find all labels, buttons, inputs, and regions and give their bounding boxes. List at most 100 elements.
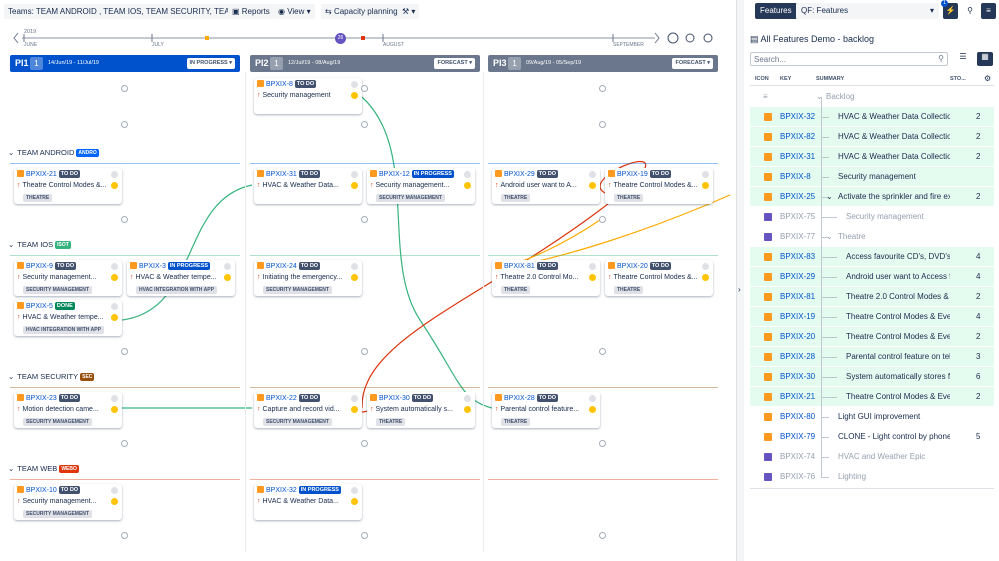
backlog-row[interactable]: BPXIX-25 ⌄ Activate the sprinkler and fire… [750,187,994,207]
backlog-row[interactable]: BPXIX-20 Theatre Control Modes & Events 2 [750,327,994,347]
pi-status[interactable]: FORECAST ▾ [434,58,475,69]
feature-card[interactable]: BPXIX-10 TO DO ↑ Security management... SECU… [14,484,122,520]
issue-key[interactable]: BPXIX-9 [26,263,53,270]
menu[interactable]: ≡ [981,3,996,19]
backlog-row[interactable]: BPXIX-75 Security management [750,207,994,227]
feature-card[interactable]: BPXIX-30 TO DO ↑ System automatically s... T… [367,392,475,428]
splitter[interactable]: › [736,0,744,561]
feature-card[interactable]: BPXIX-9 TO DO ↑ Security management... SECUR… [14,260,122,296]
pi-status[interactable]: IN PROGRESS ▾ [186,58,235,69]
reports-button[interactable]: ▣ Reports [228,4,274,19]
feature-card[interactable]: BPXIX-3 IN PROGRESS ↑ HVAC & Weather tempe.… [127,260,235,296]
feature-card[interactable]: BPXIX-24 TO DO ↑ Initiating the emergency..… [254,260,362,296]
issue-key[interactable]: BPXIX-32 [266,487,297,494]
feature-card[interactable]: BPXIX-81 TO DO ↑ Theatre 2.0 Control Mo... T… [492,260,600,296]
team-header[interactable]: ⌄ TEAM SECURITY SEC [8,372,95,381]
backlog-row[interactable]: BPXIX-81 Theatre 2.0 Control Modes & Eve 2 [750,287,994,307]
add-button[interactable] [121,348,128,355]
add-button[interactable] [121,440,128,447]
add-button[interactable] [121,216,128,223]
add-button[interactable] [361,85,368,92]
feature-card[interactable]: BPXIX-5 DONE ↑ HVAC & Weather tempe... HVAC … [14,300,122,336]
issue-icon [764,253,772,261]
backlog-row[interactable]: BPXIX-77 ⌄ Theatre [750,227,994,247]
add-button[interactable] [599,216,606,223]
notifications[interactable]: ⚡ [943,3,958,19]
issue-key[interactable]: BPXIX-81 [504,263,535,270]
backlog-row[interactable]: BPXIX-30 System automatically stores favo… [750,367,994,387]
issue-key[interactable]: BPXIX-12 [379,171,410,178]
issue-key[interactable]: BPXIX-29 [504,171,535,178]
view-button[interactable]: ◉ View ▾ [274,4,315,19]
backlog-row[interactable]: BPXIX-80 Light GUI improvement [750,407,994,427]
feature-card[interactable]: BPXIX-21 TO DO ↑ Theatre Control Modes &...… [14,168,122,204]
add-button[interactable] [121,532,128,539]
search-input[interactable]: Search... ⚲ [750,52,948,66]
add-button[interactable] [599,348,606,355]
add-button[interactable] [361,532,368,539]
feature-card[interactable]: BPXIX-19 TO DO ↑ Theatre Control Modes &...… [605,168,713,204]
zoom-in[interactable] [703,33,713,43]
backlog-row[interactable]: BPXIX-31 HVAC & Weather Data Collection f… [750,147,994,167]
team-header[interactable]: ⌄ TEAM WEB WEBO [8,464,79,473]
backlog-row[interactable]: BPXIX-74 HVAC and Weather Epic [750,447,994,467]
add-button[interactable] [599,85,606,92]
feature-card[interactable]: BPXIX-22 TO DO ↑ Capture and record vid... S… [254,392,362,428]
backlog-row[interactable]: BPXIX-32 HVAC & Weather Data Collection f… [750,107,994,127]
issue-key[interactable]: BPXIX-8 [266,81,293,88]
feature-card[interactable]: BPXIX-31 TO DO ↑ HVAC & Weather Data... [254,168,362,204]
add-button[interactable] [361,440,368,447]
add-button[interactable] [599,440,606,447]
issue-key[interactable]: BPXIX-19 [617,171,648,178]
issue-key[interactable]: BPXIX-5 [26,303,53,310]
issue-key[interactable]: BPXIX-30 [379,395,410,402]
issue-key[interactable]: BPXIX-31 [266,171,297,178]
feature-card[interactable]: BPXIX-8 TO DO ↑ Security management [254,78,362,114]
zoom-out[interactable] [685,33,695,43]
timeline-nav[interactable] [13,32,660,44]
zoom-reset[interactable] [667,32,679,44]
add-button[interactable] [121,85,128,92]
feature-card[interactable]: BPXIX-12 IN PROGRESS ↑ Security management.… [367,168,475,204]
backlog-row[interactable]: BPXIX-83 Access favourite CD's, DVD's fro… [750,247,994,267]
issue-key[interactable]: BPXIX-20 [617,263,648,270]
feature-card[interactable]: BPXIX-28 TO DO ↑ Parental control feature..… [492,392,600,428]
issue-key[interactable]: BPXIX-22 [266,395,297,402]
team-header[interactable]: ⌄ TEAM IOS ISOT [8,240,71,249]
backlog-row[interactable]: BPXIX-76 Lighting [750,467,994,487]
issue-key[interactable]: BPXIX-3 [139,263,166,270]
feature-card[interactable]: BPXIX-29 TO DO ↑ Android user want to A... T… [492,168,600,204]
assignee-avatar [223,262,232,271]
issue-key[interactable]: BPXIX-23 [26,395,57,402]
features-tab[interactable]: Features [755,3,797,19]
backlog-row[interactable]: BPXIX-82 HVAC & Weather Data Collection f… [750,127,994,147]
issue-key[interactable]: BPXIX-28 [504,395,535,402]
list-view[interactable]: ☰ [959,52,967,61]
team-header[interactable]: ⌄ TEAM ANDROID ANDRO [8,148,99,157]
issue-key[interactable]: BPXIX-10 [26,487,57,494]
backlog-row[interactable]: BPXIX-8 Security management [750,167,994,187]
filter-select[interactable]: QF: Features ▾ [796,3,939,19]
pi-status[interactable]: FORECAST ▾ [672,58,713,69]
issue-key[interactable]: BPXIX-21 [26,171,57,178]
add-button[interactable] [599,121,606,128]
backlog-row[interactable]: BPXIX-29 Android user want to Access fav 4 [750,267,994,287]
add-button[interactable] [361,216,368,223]
issue-key[interactable]: BPXIX-24 [266,263,297,270]
backlog-row[interactable]: BPXIX-21 Theatre Control Modes & Events 2 [750,387,994,407]
backlog-row[interactable]: BPXIX-28 Parental control feature on tele… [750,347,994,367]
feature-card[interactable]: BPXIX-32 IN PROGRESS ↑ HVAC & Weather Data.… [254,484,362,520]
tools-button[interactable]: ⚒ ▾ [398,4,420,19]
feature-card[interactable]: BPXIX-20 TO DO ↑ Theatre Control Modes &...… [605,260,713,296]
add-button[interactable] [361,348,368,355]
search-icon[interactable]: ⚲ [967,6,973,15]
backlog-row[interactable]: BPXIX-19 Theatre Control Modes & Events 4 [750,307,994,327]
add-button[interactable] [361,121,368,128]
dropdown: ▾ [467,60,472,66]
capacity-button[interactable]: ⇆ Capacity planning [321,4,402,19]
backlog-row[interactable]: BPXIX-79 CLONE - Light control by phone o… [750,427,994,447]
add-button[interactable] [599,532,606,539]
add-button[interactable] [121,121,128,128]
board-view[interactable]: ▦ [977,52,993,66]
feature-card[interactable]: BPXIX-23 TO DO ↑ Motion detection came... SE… [14,392,122,428]
